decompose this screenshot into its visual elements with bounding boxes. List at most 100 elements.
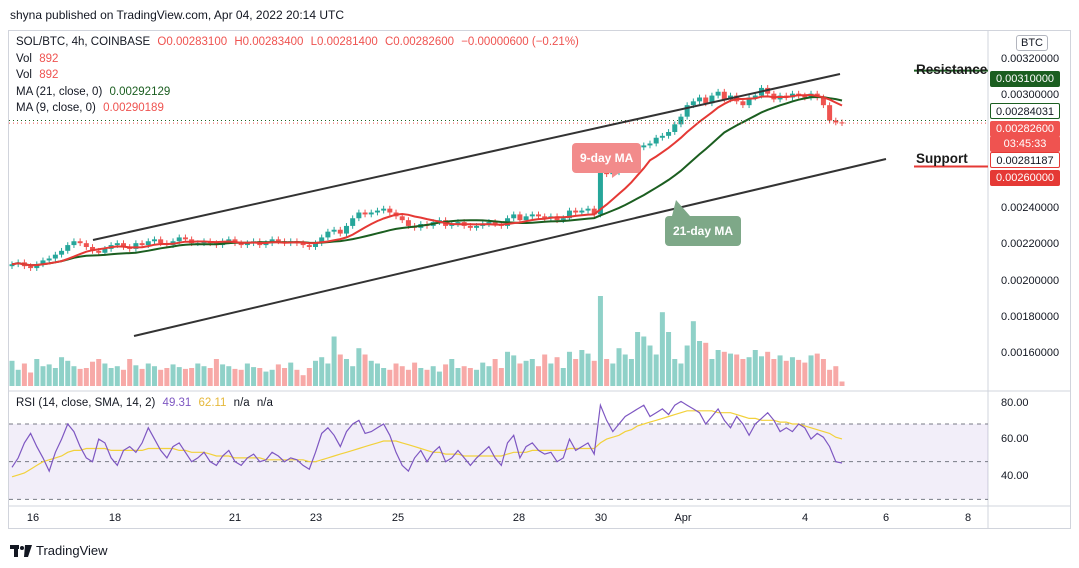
volume-bar [802,362,808,386]
candle-body [381,208,387,211]
candle-body [566,210,572,219]
volume-bar [158,369,164,386]
candle-body [703,97,709,104]
volume-bar [486,366,492,386]
candle-body [523,216,529,221]
ma9-line [11,93,843,267]
volume-bar [182,368,188,386]
candle-body [740,101,746,106]
candle-body [306,245,312,247]
x-tick-label: 28 [512,512,526,524]
y-tick-label: 0.00220000 [1001,238,1060,250]
channel-upper-line [92,73,841,241]
candle-body [604,172,610,175]
volume-bar [127,359,133,386]
x-tick-label: 21 [228,512,242,524]
high-value: H0.00283400 [234,36,304,48]
volume-bar [21,363,27,386]
footer-brand-text: TradingView [36,543,108,558]
currency-button[interactable]: BTC [1016,35,1048,51]
candle-body [387,208,393,213]
publish-info: shyna published on TradingView.com, Apr … [10,8,344,22]
volume-bar [498,368,504,386]
candle-body [59,250,65,255]
candle-body [591,208,597,215]
x-tick-label: 6 [882,512,890,524]
footer-brand[interactable]: TradingView [10,543,108,558]
rsi-tick-label: 60.00 [1001,433,1029,445]
volume-bar [474,369,480,386]
volume-bar [139,368,145,386]
ma21-label[interactable]: MA (21, close, 0) [16,86,103,98]
candle-body [542,216,548,219]
candle-body [802,95,808,98]
volume-bar [622,354,628,386]
volume-bar [789,357,795,386]
volume-bar [635,332,641,386]
candle-body [83,243,89,247]
rsi-label[interactable]: RSI (14, close, SMA, 14, 2) [16,397,156,409]
vol-label[interactable]: Vol [16,53,32,65]
volume-bar [424,369,430,386]
volume-bar [697,341,703,386]
y-tick-label: 0.00240000 [1001,202,1060,214]
vol-label[interactable]: Vol [16,69,32,81]
volume-bar [15,369,21,386]
rsi-na-2: n/a [256,397,273,409]
channel-lower-line [133,158,887,337]
candle-body [40,260,46,265]
volume-bar [715,350,721,386]
volume-layer [9,296,845,386]
volume-bar [83,368,89,386]
volume-bar [120,369,126,386]
tradingview-logo-icon [10,544,32,557]
x-tick-label: Apr [674,512,692,524]
candle-body [374,210,380,213]
candle-body [52,254,58,259]
candle-body [647,143,653,146]
ma21-callout-pointer [672,200,690,216]
ma9-legend: MA (9, close, 0) 0.00290189 [16,102,168,114]
candle-body [715,91,721,96]
candle-body [145,241,151,246]
ma9-label[interactable]: MA (9, close, 0) [16,102,96,114]
x-tick-label: 25 [391,512,405,524]
candle-body [517,214,523,221]
volume-bar [418,368,424,386]
y-tick-label: 0.00300000 [1001,89,1060,101]
volume-bar [529,359,535,386]
candle-body [672,124,678,132]
ma21-legend: MA (21, close, 0) 0.00292129 [16,86,174,98]
symbol-label[interactable]: SOL/BTC, 4h, COINBASE [16,36,151,48]
volume-bar [690,321,696,386]
candle-body [486,222,492,224]
volume-bar [71,366,77,386]
candle-body [96,250,102,253]
ma9-callout: 9-day MA [572,143,642,173]
ma9-price-tag: 0.00281187 [990,152,1060,168]
volume-bar [535,366,541,386]
volume-bar [337,354,343,386]
vol-value: 892 [39,53,59,65]
volume-bar [170,364,176,386]
volume-bar [294,369,300,386]
candle-body [300,243,306,246]
volume-bar [709,359,715,386]
volume-bar [40,366,46,386]
ma21-line [11,95,843,267]
open-value: O0.00283100 [157,36,228,48]
candle-body [659,135,665,138]
volume-bar [827,369,833,386]
volume-bar [647,345,653,386]
volume-bar [566,351,572,386]
candle-body [176,237,182,242]
volume-bar [201,366,207,386]
volume-bar [102,363,108,386]
candle-body [102,248,108,253]
candle-body [46,258,52,261]
candle-body [34,264,40,269]
volume-bar [461,366,467,386]
candle-body [226,239,232,242]
low-value: L0.00281400 [310,36,378,48]
